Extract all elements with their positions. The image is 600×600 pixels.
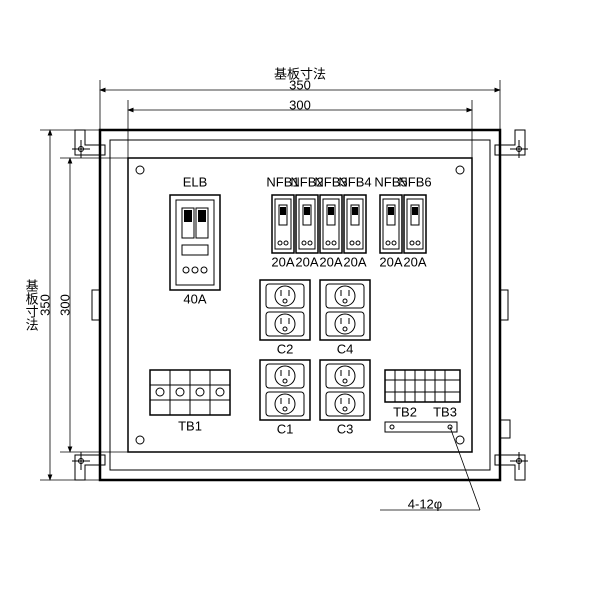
- tb2-label: TB2: [393, 404, 417, 419]
- left-dim-inner: 300: [57, 294, 72, 316]
- elb-rating: 40A: [183, 291, 206, 306]
- nfb6-label: NFB6: [398, 174, 431, 189]
- screw: [456, 166, 464, 174]
- tb2-tb3: [385, 370, 460, 402]
- c2-label: C2: [277, 341, 294, 356]
- nfb6-rating: 20A: [403, 254, 426, 269]
- outlet-c1: [260, 360, 310, 420]
- outlet-c3: [320, 360, 370, 420]
- c3-label: C3: [337, 421, 354, 436]
- c4-label: C4: [337, 341, 354, 356]
- screw: [136, 166, 144, 174]
- tb1-label: TB1: [178, 418, 202, 433]
- tb1: [150, 370, 230, 415]
- electrical-panel-drawing: ELB 40A NFB1 NFB2 NFB3 NFB4 NFB5 NFB6 20…: [0, 0, 600, 600]
- earth-bar: [385, 422, 457, 432]
- left-dim-outer: 350: [37, 294, 52, 316]
- nfb3-rating: 20A: [319, 254, 342, 269]
- elb-breaker: [170, 195, 220, 290]
- nfb2-rating: 20A: [295, 254, 318, 269]
- handle-right: [500, 420, 510, 438]
- c1-label: C1: [277, 421, 294, 436]
- nfb-row: [272, 195, 426, 253]
- nfb5-rating: 20A: [379, 254, 402, 269]
- nfb4-rating: 20A: [343, 254, 366, 269]
- tb3-label: TB3: [433, 404, 457, 419]
- top-dim-inner: 300: [289, 97, 311, 112]
- base-plate: [128, 158, 472, 452]
- left-dim-label: 基板寸法: [24, 279, 39, 331]
- nfb4-label: NFB4: [338, 174, 371, 189]
- elb-label: ELB: [183, 174, 208, 189]
- outlet-c4: [320, 280, 370, 340]
- screw: [136, 436, 144, 444]
- nfb1-rating: 20A: [271, 254, 294, 269]
- top-dim-outer: 350: [289, 77, 311, 92]
- outlet-c2: [260, 280, 310, 340]
- hole-note: 4-12φ: [408, 496, 442, 511]
- screw: [456, 436, 464, 444]
